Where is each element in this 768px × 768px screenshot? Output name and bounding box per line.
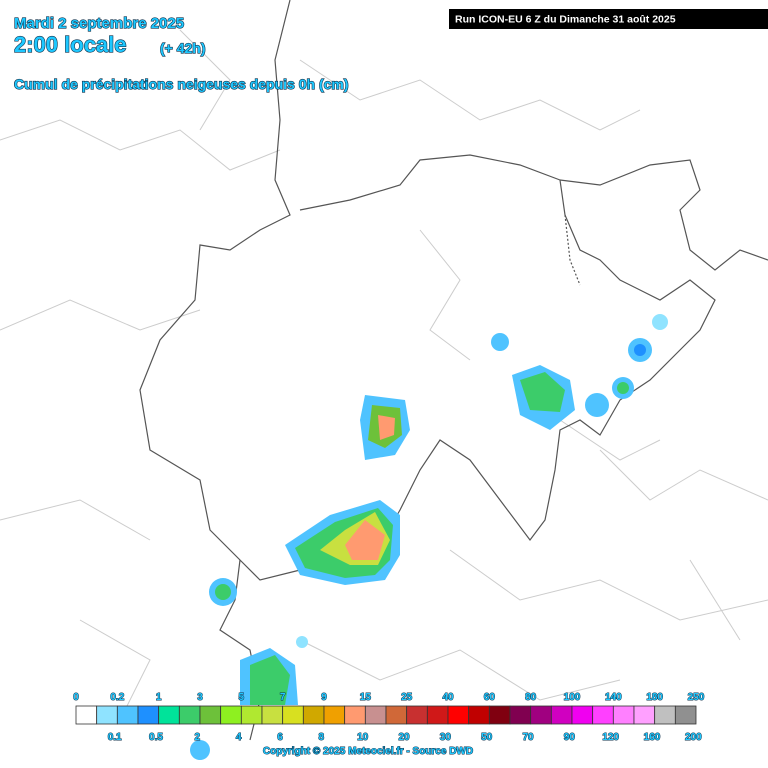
legend-label: 9	[321, 692, 327, 703]
legend-swatch	[364, 705, 387, 725]
legend-swatch	[530, 705, 552, 725]
legend-label: 160	[644, 732, 661, 743]
legend-swatch	[344, 705, 366, 725]
legend-label: 100	[564, 692, 581, 703]
legend-label: 140	[605, 692, 622, 703]
legend-swatch	[199, 705, 222, 725]
legend-label: 90	[564, 732, 576, 743]
legend-label: 250	[688, 692, 705, 703]
legend-swatch	[488, 705, 511, 725]
legend-swatch	[468, 705, 490, 725]
offset: (+ 42h)	[160, 40, 206, 56]
subtitle: Cumul de précipitations neigeuses depuis…	[14, 76, 349, 92]
legend-label: 0.5	[149, 732, 163, 743]
time: 2:00 locale	[14, 32, 127, 57]
legend-swatch	[96, 705, 118, 725]
legend-label: 60	[484, 692, 496, 703]
legend-swatch	[612, 705, 635, 725]
legend-label: 180	[646, 692, 663, 703]
legend-label: 0.2	[110, 692, 124, 703]
legend-swatch	[137, 705, 160, 725]
legend-swatch	[116, 705, 139, 725]
legend-swatch	[406, 705, 428, 725]
legend-swatch	[220, 705, 242, 725]
copyright: Copyright © 2025 Meteociel.fr - Source D…	[263, 746, 473, 757]
legend-label: 4	[236, 732, 242, 743]
legend-swatch	[385, 705, 408, 725]
legend-label: 0.1	[108, 732, 122, 743]
snow-areas	[190, 314, 668, 760]
legend-swatch	[302, 705, 325, 725]
legend-label: 8	[319, 732, 325, 743]
legend-label: 50	[481, 732, 493, 743]
legend-swatch	[178, 705, 201, 725]
legend-label: 40	[442, 692, 454, 703]
legend-label: 0	[73, 692, 79, 703]
run-box	[449, 9, 768, 29]
legend-label: 70	[522, 732, 534, 743]
legend-swatch	[426, 705, 449, 725]
legend-swatch	[674, 705, 697, 725]
legend-swatch	[654, 705, 676, 725]
legend-label: 5	[239, 692, 245, 703]
legend-label: 2	[195, 732, 201, 743]
legend-label: 20	[398, 732, 410, 743]
regions	[0, 29, 768, 721]
legend-swatch	[550, 705, 573, 725]
legend-label: 1	[156, 692, 162, 703]
legend-swatch	[592, 705, 614, 725]
run-label: Run ICON-EU 6 Z du Dimanche 31 août 2025	[455, 14, 676, 26]
legend-label: 200	[685, 732, 702, 743]
legend-label: 15	[360, 692, 372, 703]
legend-swatch	[158, 705, 180, 725]
legend-swatch	[261, 705, 284, 725]
legend-label: 6	[277, 732, 283, 743]
legend-label: 80	[525, 692, 537, 703]
legend-label: 10	[357, 732, 369, 743]
legend-swatch	[509, 705, 532, 725]
legend-swatch	[75, 705, 98, 725]
legend: 0 0.1 0.2 0.5 1 2 3 4 5 6 7 8 9 10 15 20 25 30 40 50 60 70 80 9…	[73, 692, 706, 744]
borders	[139, 0, 768, 741]
legend-label: 30	[440, 732, 452, 743]
legend-swatch	[282, 705, 304, 725]
legend-swatch	[447, 705, 470, 725]
legend-swatch	[240, 705, 263, 725]
legend-label: 25	[401, 692, 413, 703]
date: Mardi 2 septembre 2025	[14, 15, 184, 32]
legend-label: 7	[280, 692, 286, 703]
legend-swatch	[633, 705, 656, 725]
legend-label: 120	[602, 732, 619, 743]
legend-swatch	[571, 705, 594, 725]
legend-swatch	[323, 705, 346, 725]
legend-label: 3	[197, 692, 203, 703]
